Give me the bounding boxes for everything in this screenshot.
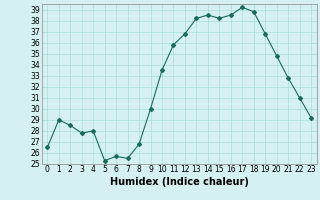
X-axis label: Humidex (Indice chaleur): Humidex (Indice chaleur) [110, 177, 249, 187]
